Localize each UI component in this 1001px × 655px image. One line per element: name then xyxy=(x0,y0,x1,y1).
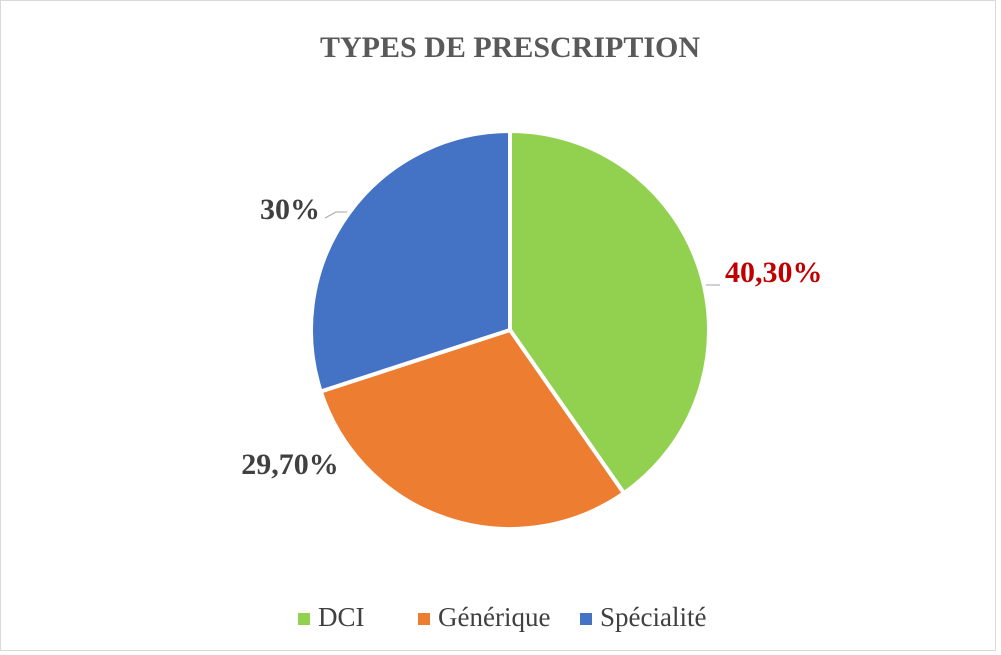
legend-swatch xyxy=(298,613,310,625)
legend-label: Générique xyxy=(438,602,550,632)
data-label: 29,70% xyxy=(241,448,339,481)
legend-label: Spécialité xyxy=(600,602,706,632)
data-label: 40,30% xyxy=(725,256,823,289)
pie-slice xyxy=(508,128,711,496)
legend-swatch xyxy=(418,613,430,625)
chart-title: TYPES DE PRESCRIPTION xyxy=(320,31,700,64)
data-label: 30% xyxy=(260,193,320,226)
legend-label: DCI xyxy=(318,602,365,632)
pie-slice xyxy=(318,327,627,531)
leader-line xyxy=(324,211,350,219)
legend-swatch xyxy=(580,613,592,625)
pie-slice xyxy=(309,128,512,395)
